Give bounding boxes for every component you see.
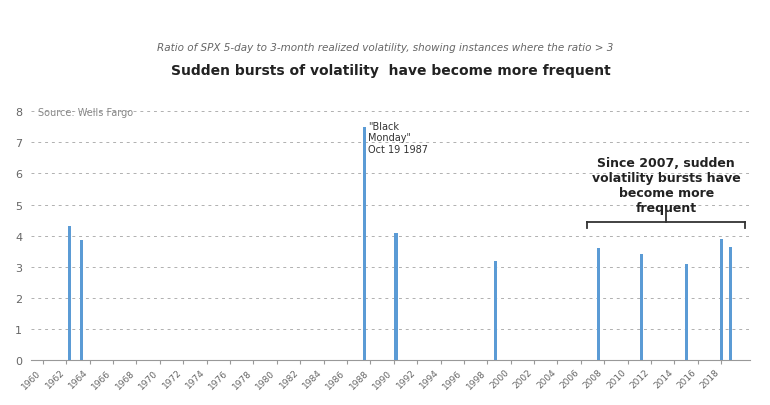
Bar	[494, 261, 497, 360]
Text: Source: Wells Fargo: Source: Wells Fargo	[38, 107, 133, 117]
Bar	[640, 255, 644, 360]
Text: Ratio of SPX 5-day to 3-month realized volatility, showing instances where the r: Ratio of SPX 5-day to 3-month realized v…	[157, 43, 613, 53]
Bar	[68, 227, 72, 360]
Title: Sudden bursts of volatility  have become more frequent: Sudden bursts of volatility have become …	[171, 64, 611, 77]
Bar	[80, 241, 83, 360]
Text: "Black
Monday"
Oct 19 1987: "Black Monday" Oct 19 1987	[368, 121, 428, 154]
Bar	[363, 128, 367, 360]
Bar	[597, 249, 600, 360]
Text: Since 2007, sudden
volatility bursts have
become more
frequent: Since 2007, sudden volatility bursts hav…	[592, 157, 741, 215]
Bar	[720, 239, 723, 360]
Bar	[685, 264, 688, 360]
Bar	[394, 233, 398, 360]
Bar	[729, 247, 732, 360]
